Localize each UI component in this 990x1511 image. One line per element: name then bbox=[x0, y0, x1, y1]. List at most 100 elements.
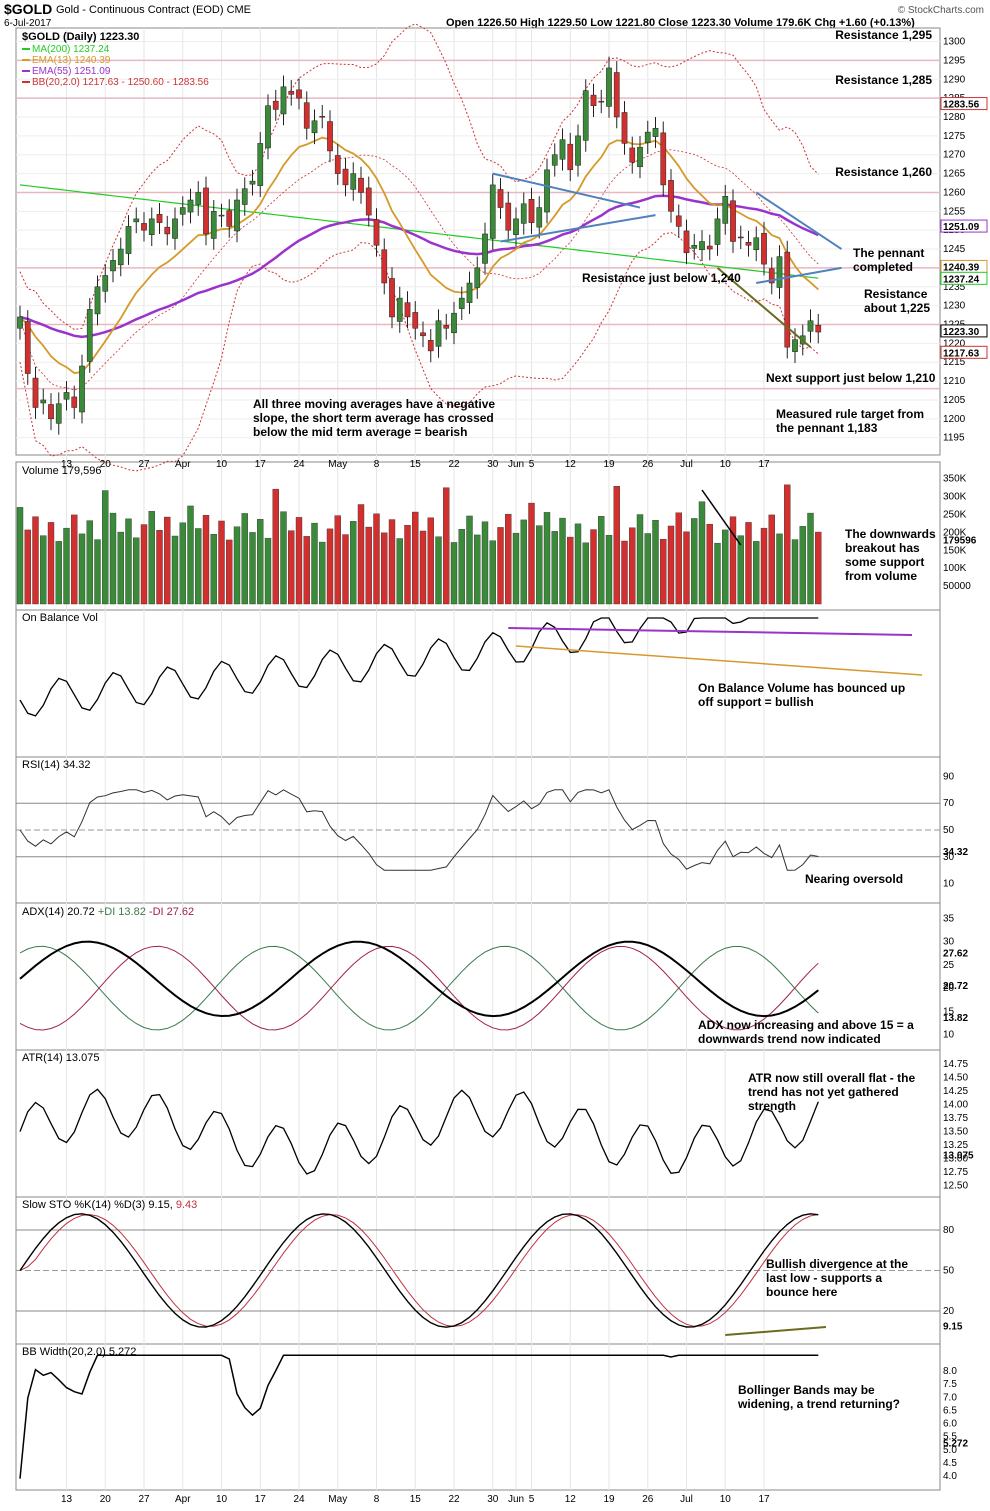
volume-tick-label: 100K bbox=[943, 563, 967, 574]
pennant-lower-trendline bbox=[500, 214, 656, 243]
rsi-tick-label: 50 bbox=[943, 825, 955, 836]
price-candle bbox=[280, 86, 287, 115]
y-tick-label: 1290 bbox=[943, 74, 966, 85]
volume-bar bbox=[264, 537, 272, 605]
price-candle bbox=[334, 155, 341, 174]
bollinger-lower-line bbox=[19, 231, 819, 472]
bbwidth-tick-label: 7.0 bbox=[943, 1392, 957, 1403]
adx-tick-label: 25 bbox=[943, 960, 955, 971]
annotation-resistance-1240: Resistance just below 1,240 bbox=[582, 271, 741, 285]
annotation-pennant-completed: The pennant completed bbox=[853, 246, 924, 274]
annotation-line: off support = bullish bbox=[698, 695, 814, 709]
price-candle bbox=[536, 207, 543, 228]
legend-entry: MA(200) 1237.24 bbox=[32, 44, 110, 55]
price-candle bbox=[389, 278, 395, 318]
x-tick-label: 13 bbox=[61, 1494, 73, 1505]
x-tick-label: 19 bbox=[603, 459, 615, 470]
price-candle bbox=[412, 312, 419, 329]
price-candle bbox=[179, 207, 186, 215]
volume-bar bbox=[652, 520, 659, 605]
price-candle bbox=[505, 202, 512, 231]
stoch-title: Slow STO %K(14) %D(3) 9.15, 9.43 bbox=[22, 1199, 197, 1211]
volume-bar bbox=[807, 512, 814, 605]
bbwidth-line bbox=[19, 1354, 819, 1479]
volume-bar bbox=[574, 523, 582, 605]
value-flag-label: 1237.24 bbox=[943, 274, 980, 285]
price-candle bbox=[807, 320, 814, 332]
annotation-resistance-1225: Resistance about 1,225 bbox=[864, 287, 930, 315]
adx-line bbox=[19, 940, 819, 1018]
annotation-rsi: Nearing oversold bbox=[805, 872, 903, 886]
annotation-line: On Balance Volume has bounced up bbox=[698, 681, 905, 695]
x-tick-label: 17 bbox=[758, 1494, 770, 1505]
volume-bar bbox=[16, 507, 24, 605]
adx-value-flag: 20.72 bbox=[943, 981, 968, 992]
price-candle bbox=[327, 121, 333, 152]
price-candle bbox=[48, 404, 54, 420]
price-candle bbox=[668, 180, 674, 212]
annotation-resistance-1260: Resistance 1,260 bbox=[835, 165, 932, 179]
ema55-line bbox=[19, 194, 819, 339]
price-candle bbox=[288, 91, 295, 95]
price-candle bbox=[737, 236, 744, 239]
ema13-line bbox=[19, 136, 819, 374]
price-candle bbox=[365, 187, 372, 216]
volume-bar bbox=[536, 525, 543, 605]
annotation-line: ATR now still overall flat - the bbox=[748, 1071, 915, 1085]
price-candle bbox=[218, 214, 225, 217]
volume-bar bbox=[714, 542, 721, 605]
annotation-line: slope, the short term average has crosse… bbox=[253, 411, 494, 425]
price-candle bbox=[598, 100, 605, 103]
volume-bar bbox=[667, 525, 675, 605]
annotation-line: Resistance bbox=[864, 287, 928, 301]
y-tick-label: 1280 bbox=[943, 112, 966, 123]
price-candle bbox=[164, 226, 171, 235]
x-tick-label: 8 bbox=[374, 459, 380, 470]
annotation-stoch: Bullish divergence at the last low - supp… bbox=[766, 1257, 908, 1299]
volume-bar bbox=[319, 541, 326, 605]
y-tick-label: 1255 bbox=[943, 206, 966, 217]
obv-line bbox=[19, 617, 819, 717]
volume-bar bbox=[528, 502, 535, 605]
volume-bar bbox=[497, 527, 504, 605]
ma200-line bbox=[19, 184, 819, 279]
price-candle bbox=[706, 245, 713, 250]
price-candle bbox=[71, 396, 78, 408]
price-candle bbox=[249, 180, 256, 185]
y-tick-label: 1270 bbox=[943, 150, 966, 161]
price-candle bbox=[17, 316, 23, 329]
chart-date: 6-Jul-2017 bbox=[4, 18, 52, 29]
adx-tick-label: 30 bbox=[943, 937, 955, 948]
volume-bar bbox=[109, 512, 117, 605]
y-tick-label: 1210 bbox=[943, 376, 966, 387]
x-tick-label: 13 bbox=[61, 459, 73, 470]
volume-bar bbox=[280, 511, 287, 605]
obv-resistance-line bbox=[508, 627, 913, 636]
annotation-measured-target: Measured rule target from the pennant 1,1… bbox=[776, 407, 924, 435]
volume-bar bbox=[125, 518, 132, 605]
price-candle bbox=[195, 192, 202, 205]
x-tick-label: 20 bbox=[100, 1494, 112, 1505]
adx-tick-label: 35 bbox=[943, 913, 955, 924]
x-tick-label: 30 bbox=[487, 1494, 499, 1505]
volume-bar bbox=[458, 529, 465, 605]
volume-bar bbox=[629, 527, 636, 605]
atr-line bbox=[19, 1088, 819, 1175]
bbwidth-tick-label: 4.5 bbox=[943, 1458, 957, 1469]
volume-bar bbox=[272, 488, 279, 605]
volume-bar bbox=[47, 522, 55, 605]
price-candle bbox=[660, 132, 667, 186]
price-candle bbox=[613, 72, 620, 118]
volume-bar bbox=[520, 519, 527, 605]
price-candle bbox=[32, 377, 39, 408]
annotation-line: widening, a trend returning? bbox=[737, 1397, 900, 1411]
pennant2-upper-trendline bbox=[755, 191, 843, 250]
volume-bar bbox=[388, 519, 396, 605]
price-candle bbox=[342, 168, 349, 186]
adx-title-part: +DI 13.82 bbox=[95, 906, 146, 918]
price-candle bbox=[466, 282, 473, 303]
price-candle bbox=[559, 139, 566, 160]
volume-bar bbox=[675, 512, 682, 605]
price-candle bbox=[714, 218, 721, 245]
price-candle bbox=[520, 203, 527, 224]
